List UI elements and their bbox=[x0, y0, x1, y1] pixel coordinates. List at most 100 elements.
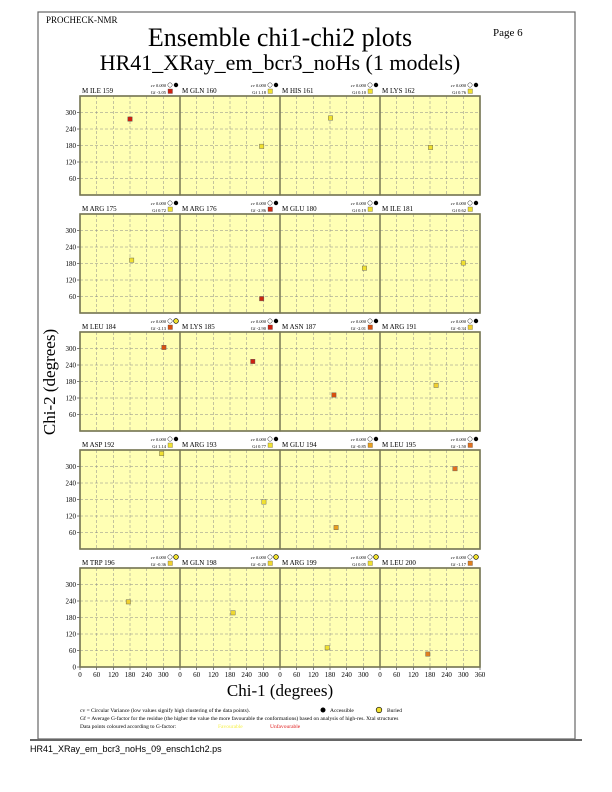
x-tick-label: 180 bbox=[125, 671, 136, 679]
gf-colour-swatch bbox=[367, 442, 373, 448]
cv-value: cv 0.000 bbox=[251, 555, 267, 560]
data-point bbox=[125, 599, 131, 605]
accessible-icon bbox=[473, 200, 479, 206]
panels-group: 60 120 180 240 300 M ILE 159 cv 0.000 Gf -3.05 M… bbox=[66, 82, 486, 679]
gf-colour-swatch bbox=[167, 206, 173, 212]
gf-colour-swatch bbox=[167, 560, 173, 566]
y-tick-label: 180 bbox=[66, 496, 77, 504]
x-tick-label: 120 bbox=[108, 671, 119, 679]
row-border bbox=[79, 213, 481, 314]
residue-label: M LEU 200 bbox=[382, 559, 416, 567]
cv-value: cv 0.000 bbox=[451, 555, 467, 560]
cv-value: cv 0.000 bbox=[451, 201, 467, 206]
row-border bbox=[79, 95, 481, 196]
cv-value: cv 0.000 bbox=[151, 555, 167, 560]
cv-clock-icon bbox=[167, 318, 173, 324]
accessible-icon bbox=[273, 200, 279, 206]
gf-value: Gf -1.50 bbox=[451, 444, 467, 449]
accessible-icon bbox=[173, 436, 179, 442]
panel-m-asn-187: M ASN 187 cv 0.000 Gf -2.01 bbox=[279, 318, 381, 432]
x-tick-label: 180 bbox=[325, 671, 336, 679]
x-tick-label: 0 bbox=[178, 671, 182, 679]
gf-value: Gf 1.18 bbox=[252, 90, 266, 95]
cv-clock-icon bbox=[367, 200, 373, 206]
legend: cv = Circular Variance (low values signi… bbox=[80, 706, 402, 730]
x-tick-label: 120 bbox=[208, 671, 219, 679]
cv-clock-icon bbox=[267, 554, 273, 560]
x-tick-label: 60 bbox=[193, 671, 201, 679]
y-tick-label: 180 bbox=[66, 378, 77, 386]
gf-colour-swatch bbox=[167, 324, 173, 330]
y-tick-label: 240 bbox=[66, 480, 77, 488]
data-point bbox=[452, 466, 458, 472]
accessible-icon bbox=[373, 318, 379, 324]
accessible-icon bbox=[473, 82, 479, 88]
y-tick-label: 60 bbox=[69, 175, 77, 183]
legend-colour-text: Data points coloured according to G-fact… bbox=[80, 723, 177, 730]
data-point bbox=[433, 382, 439, 388]
y-axis-label: Chi-2 (degrees) bbox=[40, 329, 59, 435]
x-tick-label: 180 bbox=[425, 671, 436, 679]
row-border bbox=[79, 567, 481, 668]
data-point bbox=[259, 143, 265, 149]
y-tick-label: 180 bbox=[66, 260, 77, 268]
cv-value: cv 0.000 bbox=[451, 319, 467, 324]
row-border bbox=[79, 449, 481, 550]
residue-label: M ARG 193 bbox=[182, 441, 217, 449]
gf-value: Gf -1.17 bbox=[451, 562, 467, 567]
gf-colour-swatch bbox=[467, 88, 473, 94]
legend-gf-text: Gf = Average G-factor for the residue (t… bbox=[80, 715, 398, 722]
residue-label: M ILE 181 bbox=[382, 205, 414, 213]
gf-value: Gf 0.77 bbox=[252, 444, 266, 449]
residue-label: M LYS 162 bbox=[382, 87, 415, 95]
gf-value: Gf -0.36 bbox=[151, 562, 167, 567]
row-border bbox=[79, 331, 481, 432]
footer-filename: HR41_XRay_em_bcr3_noHs_09_ensch1ch2.ps bbox=[30, 744, 222, 754]
accessible-icon bbox=[473, 436, 479, 442]
gf-value: Gf 0.62 bbox=[452, 208, 466, 213]
data-point bbox=[161, 345, 167, 350]
gf-colour-swatch bbox=[467, 442, 473, 448]
x-tick-label: 60 bbox=[293, 671, 301, 679]
residue-label: M ARG 175 bbox=[82, 205, 117, 213]
accessible-icon bbox=[173, 200, 179, 206]
residue-label: M LEU 195 bbox=[382, 441, 416, 449]
buried-icon bbox=[173, 554, 179, 560]
x-tick-label: 60 bbox=[393, 671, 401, 679]
residue-label: M TRP 196 bbox=[82, 559, 115, 567]
gf-value: Gf 0.05 bbox=[352, 562, 366, 567]
y-tick-label: 300 bbox=[66, 581, 77, 589]
gf-colour-swatch bbox=[367, 324, 373, 330]
y-tick-label: 60 bbox=[69, 293, 77, 301]
accessible-icon bbox=[173, 82, 179, 88]
gf-colour-swatch bbox=[467, 206, 473, 212]
x-tick-label: 60 bbox=[93, 671, 101, 679]
y-tick-label: 180 bbox=[66, 142, 77, 150]
cv-value: cv 0.000 bbox=[151, 437, 167, 442]
y-tick-label: 120 bbox=[66, 277, 77, 285]
y-tick-label: 120 bbox=[66, 513, 77, 521]
x-axis-label: Chi-1 (degrees) bbox=[227, 681, 333, 700]
gf-value: Gf -0.85 bbox=[351, 444, 367, 449]
data-point bbox=[259, 296, 265, 302]
y-tick-label: 240 bbox=[66, 244, 77, 252]
accessible-icon bbox=[273, 436, 279, 442]
residue-label: M GLN 160 bbox=[182, 87, 217, 95]
program-name: PROCHECK-NMR bbox=[46, 15, 118, 25]
y-tick-label: 60 bbox=[69, 529, 77, 537]
gf-colour-swatch bbox=[167, 442, 173, 448]
y-tick-label: 300 bbox=[66, 109, 77, 117]
gf-colour-swatch bbox=[367, 88, 373, 94]
gf-value: Gf -2.86 bbox=[251, 208, 267, 213]
y-tick-label: 60 bbox=[69, 647, 77, 655]
cv-value: cv 0.000 bbox=[351, 319, 367, 324]
data-point bbox=[129, 257, 135, 263]
page-title: Ensemble chi1-chi2 plots bbox=[148, 23, 412, 52]
cv-clock-icon bbox=[267, 82, 273, 88]
legend-buried: Buried bbox=[387, 708, 402, 714]
accessible-icon bbox=[320, 707, 326, 713]
data-point bbox=[230, 610, 236, 616]
gf-colour-swatch bbox=[267, 88, 273, 94]
accessible-icon bbox=[373, 200, 379, 206]
